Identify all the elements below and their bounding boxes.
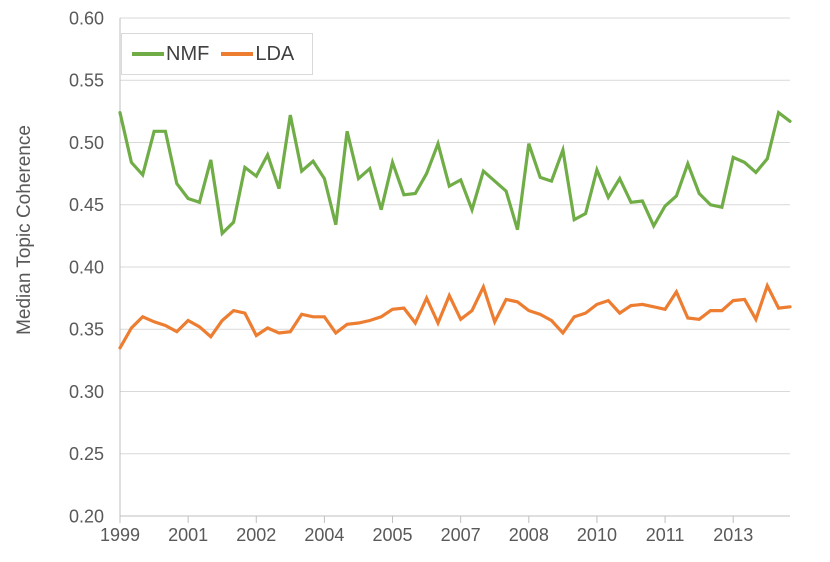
x-tick-label: 1999 xyxy=(100,525,140,545)
y-tick-label: 0.55 xyxy=(69,71,104,91)
y-tick-label: 0.35 xyxy=(69,320,104,340)
nmf-line-swatch xyxy=(132,52,164,56)
legend-label-nmf: NMF xyxy=(166,42,210,65)
x-tick-label: 2011 xyxy=(646,525,685,545)
y-tick-label: 0.40 xyxy=(69,257,104,277)
x-tick-label: 2007 xyxy=(441,525,481,545)
x-tick-label: 2008 xyxy=(509,525,549,545)
y-tick-label: 0.45 xyxy=(69,195,104,215)
x-tick-label: 2002 xyxy=(236,525,276,545)
x-tick-label: 2013 xyxy=(713,525,753,545)
y-axis-title: Median Topic Coherence xyxy=(14,125,35,335)
legend: NMF LDA xyxy=(121,33,314,75)
x-tick-label: 2001 xyxy=(168,525,208,545)
legend-label-lda: LDA xyxy=(255,42,295,65)
y-tick-label: 0.30 xyxy=(69,382,104,402)
legend-item-nmf: NMF xyxy=(132,43,209,66)
x-tick-label: 2004 xyxy=(304,525,344,545)
y-tick-label: 0.20 xyxy=(69,506,104,526)
y-tick-label: 0.60 xyxy=(69,8,104,28)
lda-line-swatch xyxy=(221,52,254,56)
x-tick-label: 2005 xyxy=(373,525,413,545)
nmf-line xyxy=(118,109,792,237)
y-tick-label: 0.50 xyxy=(69,133,104,153)
lda-line xyxy=(118,281,792,350)
y-tick-label: 0.25 xyxy=(69,444,104,464)
x-tick-label: 2010 xyxy=(577,525,617,545)
legend-item-lda: LDA xyxy=(221,43,294,66)
